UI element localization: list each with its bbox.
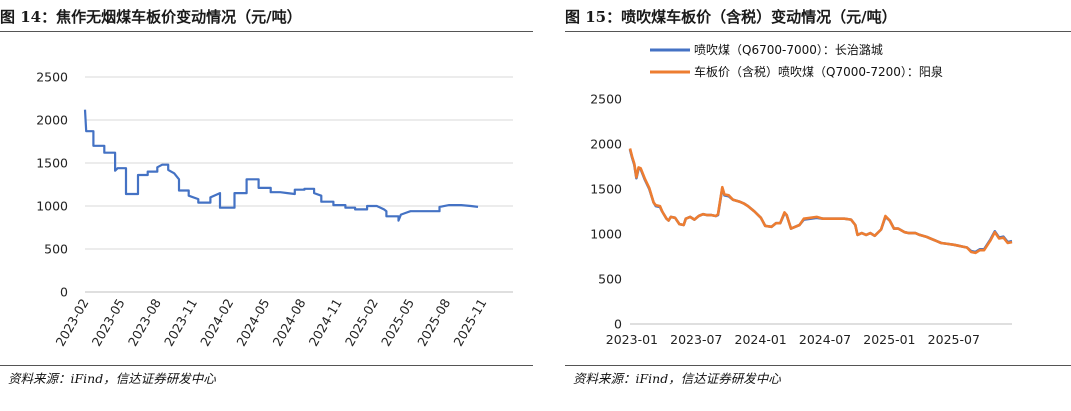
figure-14-bottom-rule: [0, 365, 533, 366]
figure-15-bottom-rule: [565, 365, 1071, 366]
x-tick-label: 2025-07: [928, 332, 980, 347]
legend-label: 车板价（含税）喷吹煤（Q7000-7200）：阳泉: [694, 64, 943, 79]
x-tick-label: 2023-05: [89, 296, 128, 349]
x-tick-label: 2024-05: [233, 296, 272, 349]
x-tick-label: 2025-05: [378, 296, 417, 349]
x-tick-label: 2025-02: [342, 296, 381, 349]
x-tick-label: 2024-02: [197, 296, 236, 349]
x-tick-label: 2025-01: [863, 332, 915, 347]
x-tick-label: 2023-07: [670, 332, 722, 347]
figure-15-top-rule: [565, 31, 1071, 32]
y-tick-label: 500: [598, 272, 622, 287]
series-line: [628, 148, 1013, 255]
y-tick-label: 0: [614, 317, 622, 332]
x-tick-label: 2023-08: [125, 296, 164, 349]
x-tick-label: 2023-02: [52, 296, 91, 349]
y-tick-label: 0: [60, 285, 68, 300]
x-tick-label: 2024-07: [799, 332, 851, 347]
x-tick-label: 2025-08: [414, 296, 453, 349]
x-tick-label: 2024-01: [735, 332, 787, 347]
figure-15-panel: 图 15：喷吹煤车板价（含税）变动情况（元/吨） 0 500 1000 1500 200…: [565, 0, 1071, 411]
figure-14-top-rule: [0, 31, 533, 32]
y-tick-label: 2000: [36, 113, 68, 128]
x-tick-label: 2025-11: [450, 296, 489, 349]
y-tick-label: 1500: [590, 182, 622, 197]
series-line: [83, 109, 479, 222]
series-line: [628, 149, 1013, 254]
x-tick-label: 2023-01: [606, 332, 658, 347]
figure-15-chart: 0 500 1000 1500 2000 2500 2023-01 2023-07 2024-0…: [590, 42, 1013, 347]
figure-14-source: 资料来源：iFind，信达证券研发中心: [8, 371, 216, 386]
figure-14-panel: 图 14：焦作无烟煤车板价变动情况（元/吨） 0 500 1000 1500 2000 2…: [0, 0, 533, 411]
y-tick-label: 1500: [36, 156, 68, 171]
figure-14-chart: 0 500 1000 1500 2000 2500 2023-022023-052023-0…: [36, 70, 513, 349]
y-tick-label: 1000: [36, 199, 68, 214]
figure-15-source: 资料来源：iFind，信达证券研发中心: [573, 371, 781, 386]
y-tick-label: 2500: [36, 70, 68, 85]
y-tick-label: 2500: [590, 92, 622, 107]
x-tick-label: 2024-08: [270, 296, 309, 349]
figure-14-title: 图 14：焦作无烟煤车板价变动情况（元/吨）: [0, 8, 302, 26]
y-tick-label: 500: [44, 242, 68, 257]
x-tick-label: 2023-11: [161, 296, 200, 349]
y-tick-label: 1000: [590, 227, 622, 242]
y-tick-label: 2000: [590, 137, 622, 152]
x-tick-label: 2024-11: [306, 296, 345, 349]
legend-label: 喷吹煤（Q6700-7000）：长治潞城: [694, 42, 883, 57]
figure-15-title: 图 15：喷吹煤车板价（含税）变动情况（元/吨）: [565, 8, 897, 26]
